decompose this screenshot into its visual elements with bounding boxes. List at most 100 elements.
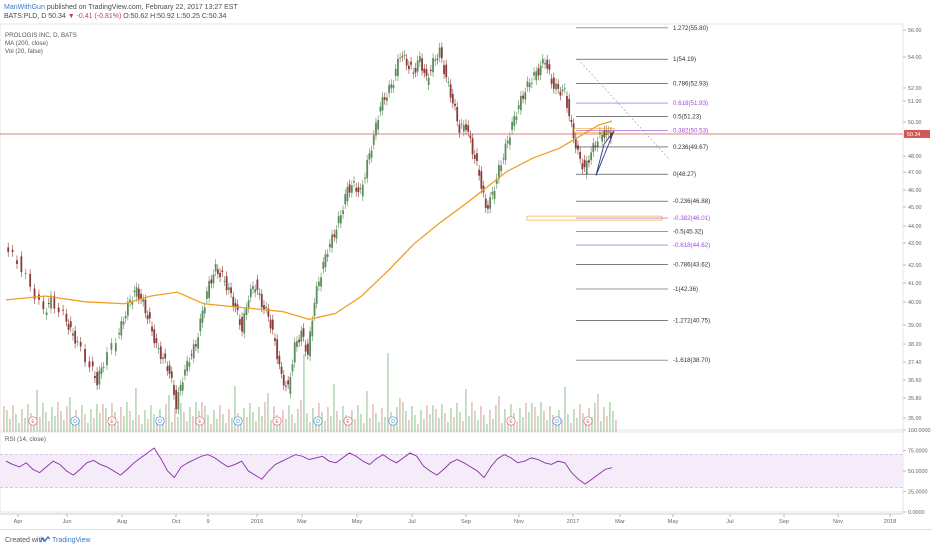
volume-bar bbox=[360, 414, 362, 432]
volume-bar bbox=[150, 405, 152, 432]
candle-body bbox=[392, 85, 395, 88]
event-marker-label: D bbox=[73, 419, 77, 425]
price-axis-label: 56.00 bbox=[908, 28, 922, 34]
candle-body bbox=[429, 69, 432, 72]
volume-bar bbox=[69, 397, 71, 432]
candle-body bbox=[555, 83, 557, 90]
rsi-axis-label: 25.0000 bbox=[908, 490, 928, 496]
time-axis-label: Sep bbox=[461, 519, 471, 525]
candle-body bbox=[513, 115, 516, 126]
candle-body bbox=[173, 385, 175, 395]
dividend-marker bbox=[388, 416, 398, 426]
fib-level-label: -0.5(45.32) bbox=[673, 228, 703, 235]
candle-body bbox=[230, 287, 232, 294]
time-axis-label: May bbox=[668, 519, 679, 525]
volume-bar bbox=[39, 417, 41, 432]
candle-body bbox=[570, 119, 573, 123]
candle-body bbox=[440, 47, 443, 59]
candle-body bbox=[350, 185, 353, 193]
earnings-marker bbox=[583, 416, 593, 426]
volume-bar bbox=[129, 411, 131, 432]
candle-body bbox=[84, 349, 86, 363]
candle-body bbox=[498, 165, 500, 179]
candle-body bbox=[164, 353, 167, 359]
volume-bar bbox=[303, 354, 305, 432]
fib-level-label: 0(48.27) bbox=[673, 171, 696, 178]
candle-body bbox=[137, 288, 140, 300]
time-axis-label: 2016 bbox=[251, 519, 263, 525]
main-legend: PROLOGIS INC, D, BATS MA (200, close) Vo… bbox=[5, 32, 77, 56]
event-marker-label: E bbox=[110, 419, 114, 425]
candle-body bbox=[381, 96, 384, 111]
price-axis-label: 44.00 bbox=[908, 224, 922, 230]
candle-body bbox=[489, 197, 492, 209]
volume-bar bbox=[393, 421, 395, 432]
tradingview-brand[interactable]: TradingView bbox=[52, 537, 91, 544]
candle-body bbox=[263, 305, 265, 310]
candle-body bbox=[502, 158, 505, 160]
dividend-marker bbox=[155, 416, 165, 426]
candle-body bbox=[447, 82, 450, 84]
volume-bar bbox=[270, 420, 272, 432]
volume-bar bbox=[135, 388, 137, 432]
candle-body bbox=[177, 391, 180, 410]
candle-body bbox=[344, 194, 347, 205]
candle-body bbox=[594, 145, 597, 147]
volume-bar bbox=[324, 421, 326, 432]
candle-body bbox=[307, 343, 309, 355]
event-marker-label: E bbox=[31, 419, 35, 425]
volume-bar bbox=[489, 410, 491, 432]
candle-body bbox=[423, 68, 426, 73]
volume-bar bbox=[54, 416, 56, 432]
volume-bar bbox=[138, 415, 140, 432]
candle-body bbox=[484, 198, 487, 208]
volume-bar bbox=[369, 418, 371, 432]
candle-body bbox=[53, 295, 56, 309]
candle-body bbox=[478, 169, 481, 176]
candle-body bbox=[596, 141, 599, 147]
price-axis-label: 39.00 bbox=[908, 323, 922, 329]
legend-rsi: RSI (14, close) bbox=[5, 436, 46, 443]
candle-body bbox=[100, 367, 103, 375]
candle-body bbox=[504, 143, 507, 160]
candle-body bbox=[416, 60, 419, 72]
fibonacci-levels: 1.272(55.80) 1(54.19) 0.786(52.93) 0.618(51… bbox=[576, 25, 710, 364]
candle-body bbox=[241, 317, 243, 332]
fib-zone-highlight bbox=[573, 127, 615, 133]
volume-bar bbox=[306, 413, 308, 432]
author-name[interactable]: ManWithGun bbox=[4, 4, 45, 11]
volume-bar bbox=[186, 421, 188, 432]
candle-body bbox=[561, 89, 564, 92]
candle-body bbox=[201, 310, 204, 323]
candle-body bbox=[454, 103, 456, 106]
legend-ma: MA (200, close) bbox=[5, 40, 48, 47]
volume-bar bbox=[408, 420, 410, 432]
volume-bar bbox=[414, 415, 416, 432]
price-chart[interactable]: 56.0054.0052.0051.0050.0049.0048.0047.00… bbox=[0, 0, 932, 530]
volume-bar bbox=[339, 420, 341, 432]
price-axis-label: 50.00 bbox=[908, 120, 922, 126]
volume-bar bbox=[231, 418, 233, 432]
volume-bar bbox=[234, 386, 236, 432]
price-axis-label: 35.00 bbox=[908, 416, 922, 422]
volume-bar bbox=[561, 419, 563, 432]
candle-body bbox=[276, 339, 279, 360]
event-marker-label: D bbox=[158, 419, 162, 425]
candle-body bbox=[190, 354, 193, 356]
candle-body bbox=[403, 54, 406, 56]
rsi-axis-label: 50.0000 bbox=[908, 469, 928, 475]
volume-bar bbox=[576, 418, 578, 432]
volume-bar bbox=[204, 406, 206, 432]
price-axis-label: 45.00 bbox=[908, 205, 922, 211]
candle-body bbox=[473, 154, 476, 160]
volume-bar bbox=[399, 398, 401, 432]
candle-body bbox=[322, 262, 325, 269]
candle-body bbox=[476, 153, 478, 162]
candle-body bbox=[563, 88, 566, 90]
candle-body bbox=[348, 184, 351, 193]
time-axis-label: Mar bbox=[297, 519, 307, 525]
last-price-label: 50.34 bbox=[907, 132, 921, 138]
candle-body bbox=[267, 308, 270, 317]
candle-body bbox=[539, 65, 542, 76]
legend-vol: Vol (20, false) bbox=[5, 48, 43, 55]
